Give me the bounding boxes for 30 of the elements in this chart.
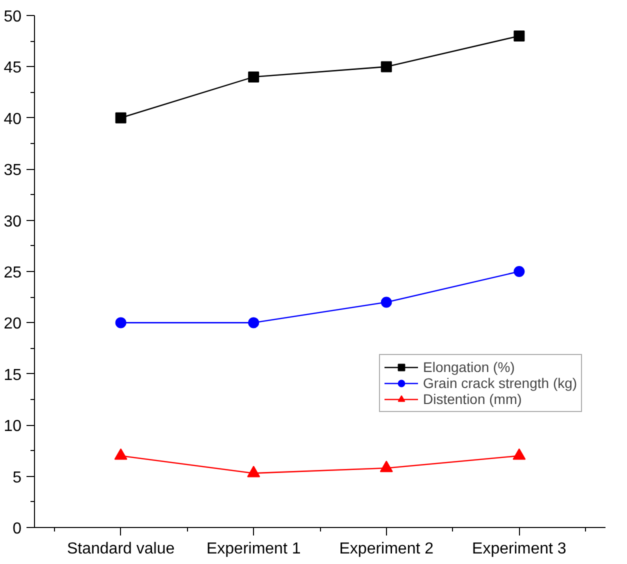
point: [247, 466, 260, 478]
y-tick-label: 20: [4, 316, 22, 333]
point: [380, 61, 392, 72]
y-tick-label: 35: [4, 162, 22, 180]
point: [512, 448, 526, 460]
x-tick-label: Experiment 1: [206, 540, 301, 558]
point: [380, 460, 393, 472]
point: [248, 317, 260, 328]
point: [380, 296, 392, 308]
point: [514, 30, 525, 42]
y-tick-label: 40: [4, 110, 22, 128]
legend-label: Distention (mm): [423, 391, 522, 407]
y-tick-label: 25: [4, 264, 22, 282]
x-tick-label: Standard value: [67, 540, 175, 558]
point: [115, 317, 126, 328]
y-tick-label: 5: [12, 469, 22, 486]
x-tick-label: Experiment 3: [472, 540, 566, 558]
point: [114, 448, 128, 460]
legend-label: Grain crack strength (kg): [423, 375, 578, 391]
y-tick-label: 0: [12, 520, 22, 538]
y-tick-label: 30: [4, 213, 22, 230]
legend-label: Elongation (%): [423, 359, 515, 375]
y-tick-label: 45: [4, 60, 22, 77]
point: [248, 71, 260, 82]
x-tick-label: Experiment 2: [339, 540, 434, 558]
point: [115, 112, 126, 124]
point: [514, 266, 525, 277]
y-tick-label: 15: [4, 366, 22, 384]
y-tick-label: 50: [4, 8, 22, 26]
y-tick-label: 10: [4, 418, 22, 436]
